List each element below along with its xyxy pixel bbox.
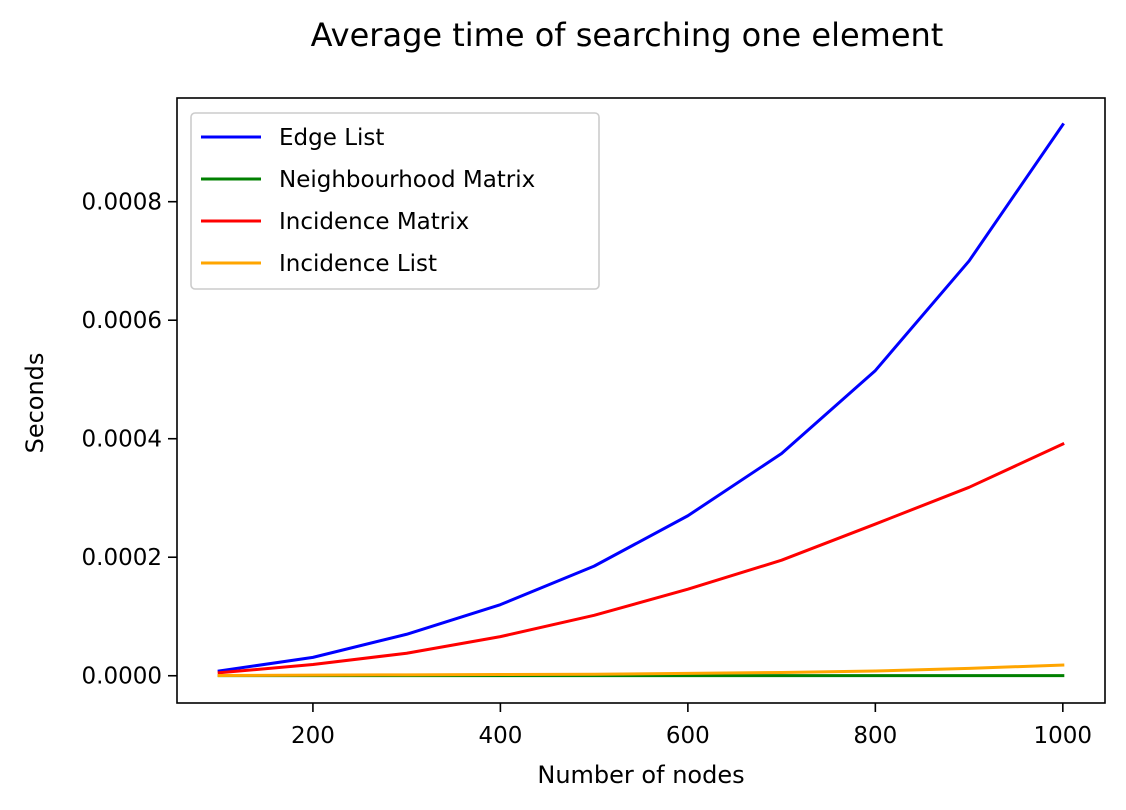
x-tick-label: 800 xyxy=(853,723,897,749)
x-tick-label: 200 xyxy=(291,723,335,749)
y-tick-label: 0.0004 xyxy=(82,427,162,453)
x-axis: 200 400 600 800 1000 xyxy=(291,703,1092,749)
x-tick-label: 400 xyxy=(478,723,522,749)
series-group xyxy=(217,122,1065,678)
series-line-edge-list xyxy=(217,122,1065,673)
x-axis-label: Number of nodes xyxy=(537,761,744,789)
plot-frame xyxy=(176,97,1106,704)
legend-label: Neighbourhood Matrix xyxy=(279,167,535,193)
y-axis: 0.0000 0.0002 0.0004 0.0006 0.0008 xyxy=(82,190,177,690)
legend-box xyxy=(190,112,600,290)
x-tick-label: 600 xyxy=(666,723,710,749)
legend-label: Incidence Matrix xyxy=(279,209,469,235)
y-tick-label: 0.0000 xyxy=(82,664,162,690)
y-tick-label: 0.0008 xyxy=(82,190,162,216)
y-tick-label: 0.0006 xyxy=(82,308,162,334)
x-tick-label: 1000 xyxy=(1034,723,1093,749)
series-line-incidence-list xyxy=(217,663,1065,677)
series-line-incidence-matrix xyxy=(217,442,1065,675)
y-axis-label: Seconds xyxy=(21,353,49,454)
chart-title: Average time of searching one element xyxy=(311,16,944,54)
legend: Edge List Neighbourhood Matrix Incidence M… xyxy=(190,112,600,290)
y-tick-label: 0.0002 xyxy=(82,545,162,571)
legend-label: Edge List xyxy=(279,125,384,151)
legend-label: Incidence List xyxy=(279,251,437,277)
